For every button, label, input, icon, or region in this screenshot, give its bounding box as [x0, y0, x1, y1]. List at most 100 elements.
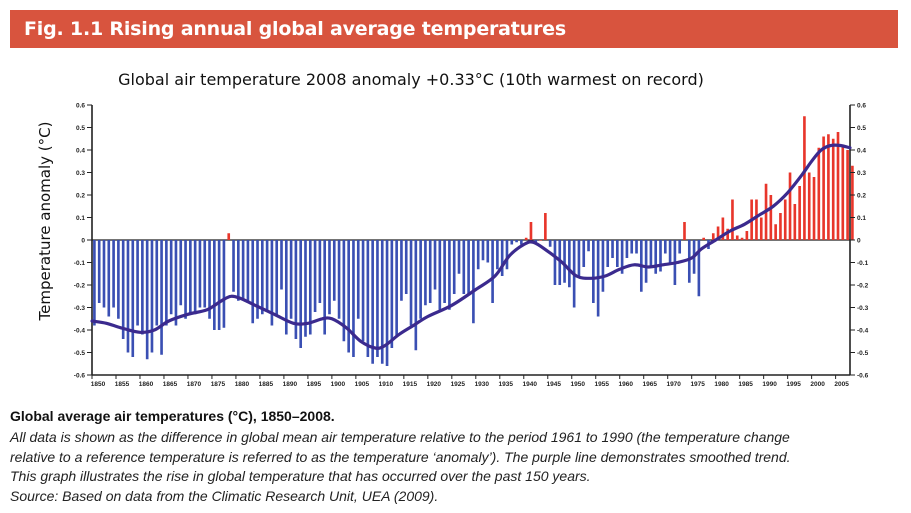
- caption-heading: Global average air temperatures (°C), 18…: [10, 408, 335, 424]
- x-tick-label: 1990: [762, 381, 777, 388]
- bar-1882: [246, 240, 250, 303]
- x-tick-label: 1855: [115, 381, 130, 388]
- bar-2000: [812, 177, 816, 240]
- bar-1969: [663, 240, 667, 254]
- temperature-anomaly-chart: Temperature anomaly (°C) 0.6 0.5 0.4 0.3 0.2…: [36, 103, 869, 389]
- bar-1974: [687, 240, 691, 283]
- bar-1986: [745, 231, 749, 240]
- bar-1900: [332, 240, 336, 301]
- y-tick-label-right: 0: [857, 238, 861, 245]
- x-tick-label: 1850: [91, 381, 106, 388]
- bar-1948: [563, 240, 566, 283]
- x-tick-label: 1965: [642, 381, 657, 388]
- y-tick-label-left: 0.3: [76, 170, 85, 177]
- x-tick-label: 1910: [379, 381, 394, 388]
- x-tick-label: 1905: [355, 381, 370, 388]
- bar-1993: [779, 213, 782, 240]
- bar-1850: [93, 240, 96, 326]
- bar-1897: [318, 240, 322, 303]
- x-tick-label: 1895: [307, 381, 322, 388]
- x-tick-label: 1930: [475, 381, 490, 388]
- bar-1885: [260, 240, 264, 315]
- bar-1983: [731, 199, 734, 240]
- bar-1876: [217, 240, 221, 330]
- bar-2007: [846, 150, 849, 240]
- bar-1934: [496, 240, 499, 270]
- x-tick-label: 1970: [666, 381, 681, 388]
- bar-2008: [851, 165, 854, 240]
- bar-1940: [524, 237, 528, 240]
- bar-1932: [486, 240, 490, 263]
- bar-1958: [611, 240, 614, 258]
- x-tick-label: 1900: [331, 381, 346, 388]
- bar-1988: [755, 199, 758, 240]
- bar-1909: [376, 240, 379, 357]
- bar-1966: [649, 240, 653, 267]
- bar-1985: [740, 237, 744, 240]
- bar-1903: [347, 240, 350, 353]
- bar-1915: [404, 240, 408, 294]
- bar-1982: [726, 228, 729, 240]
- bar-1942: [534, 240, 538, 243]
- x-tick-label: 1980: [714, 381, 729, 388]
- bar-1984: [735, 235, 739, 240]
- y-tick-label-left: 0.5: [76, 125, 85, 132]
- bar-1858: [131, 240, 135, 357]
- bar-1883: [251, 240, 255, 324]
- y-tick-label-right: 0.6: [857, 103, 866, 110]
- bar-1927: [462, 240, 466, 294]
- bar-1970: [668, 240, 672, 263]
- bar-1875: [213, 240, 216, 330]
- bar-2001: [817, 147, 821, 240]
- y-tick-label-left: -0.1: [74, 260, 86, 267]
- x-tick-label: 1985: [738, 381, 753, 388]
- bar-1937: [510, 240, 514, 245]
- bar-1880: [237, 240, 240, 301]
- chart-title: Global air temperature 2008 anomaly +0.3…: [118, 70, 704, 89]
- bar-1919: [424, 240, 427, 306]
- bar-2002: [822, 136, 825, 240]
- bar-1855: [117, 240, 120, 319]
- bar-1917: [414, 240, 418, 351]
- bar-1965: [644, 240, 648, 283]
- y-tick-label-left: -0.6: [74, 373, 86, 380]
- caption-line: All data is shown as the difference in g…: [10, 429, 790, 445]
- x-tick-label: 1860: [139, 381, 154, 388]
- bar-1853: [107, 240, 111, 317]
- bar-1873: [203, 240, 207, 308]
- x-tick-label: 1890: [283, 381, 298, 388]
- x-tick-label: 1880: [235, 381, 250, 388]
- bar-1879: [232, 240, 235, 292]
- bar-1925: [452, 240, 456, 294]
- x-tick-label: 1865: [163, 381, 178, 388]
- bar-1872: [198, 240, 202, 308]
- bar-1863: [155, 240, 159, 326]
- bar-1886: [265, 240, 269, 312]
- bar-1890: [284, 240, 288, 335]
- y-tick-label-right: -0.2: [857, 283, 869, 290]
- bar-1980: [716, 226, 720, 240]
- bar-1891: [289, 240, 293, 319]
- bar-1914: [400, 240, 403, 301]
- x-tick-label: 1925: [451, 381, 466, 388]
- figure-header: Fig. 1.1 Rising annual global average te…: [10, 10, 898, 48]
- bar-1977: [702, 237, 705, 240]
- y-tick-label-right: -0.5: [857, 350, 869, 357]
- y-tick-label-left: -0.4: [74, 328, 86, 335]
- bar-1895: [308, 240, 312, 335]
- bar-1963: [635, 240, 638, 254]
- y-tick-label-left: 0.2: [76, 193, 85, 200]
- bar-1946: [553, 240, 557, 285]
- bar-1972: [678, 240, 682, 254]
- bar-1857: [126, 240, 130, 353]
- bar-1887: [270, 240, 274, 326]
- bar-1896: [313, 240, 317, 312]
- y-tick-label-right: -0.1: [857, 260, 869, 267]
- bar-1888: [275, 240, 279, 317]
- bar-1907: [366, 240, 370, 357]
- bar-1921: [433, 240, 437, 290]
- bar-1976: [697, 240, 701, 297]
- bar-1912: [390, 240, 394, 348]
- x-tick-label: 1975: [690, 381, 705, 388]
- bar-1952: [582, 240, 586, 267]
